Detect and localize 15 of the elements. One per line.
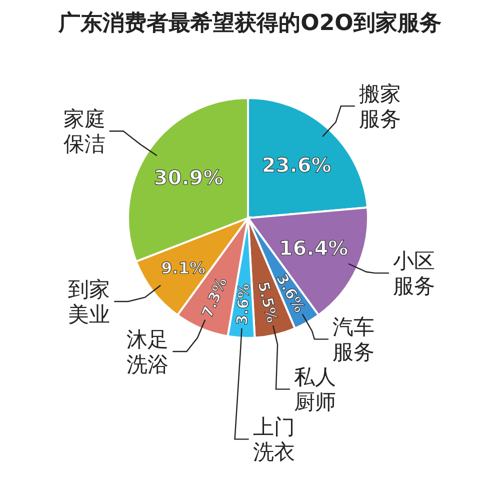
slice-label: 私人厨师	[294, 365, 336, 414]
data-label: 16.4%	[278, 236, 348, 260]
data-label: 23.6%	[262, 152, 332, 177]
slice-label: 家庭保洁	[63, 107, 106, 156]
slice-label: 上门洗衣	[252, 415, 295, 464]
slice-label: 搬家服务	[358, 82, 401, 132]
slice-label: 小区服务	[392, 249, 435, 298]
data-label: 3.6%	[232, 282, 254, 326]
data-label: 30.9%	[154, 165, 224, 190]
chart-title: 广东消费者最希望获得的O2O到家服务	[57, 10, 442, 38]
data-label: 7.3%	[198, 274, 231, 320]
slice-label: 沐足洗浴	[126, 328, 169, 377]
slice-label: 汽车服务	[332, 315, 374, 364]
data-label: 9.1%	[161, 258, 206, 278]
slice-label: 到家美业	[68, 278, 110, 327]
